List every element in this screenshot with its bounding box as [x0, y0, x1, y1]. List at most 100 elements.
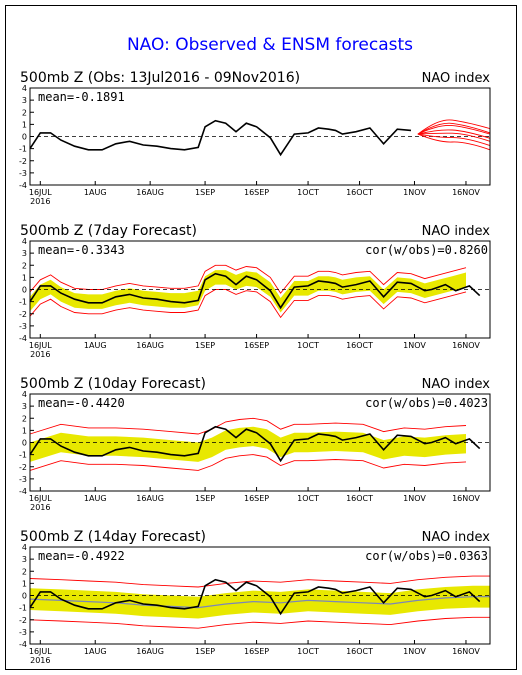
observed-line — [29, 578, 481, 616]
x-tick-label: 16NOV — [452, 647, 480, 656]
x-tick-label: 16AUG — [136, 494, 164, 503]
y-tick-label: 0 — [22, 133, 27, 142]
x-tick-label: 16SEP — [244, 647, 269, 656]
x-tick-label: 16OCT — [346, 494, 373, 503]
spread-band — [30, 270, 466, 313]
cor-text: cor(w/obs)=0.8260 — [365, 243, 488, 257]
x-tick-label: 1OCT — [297, 494, 319, 503]
x-tick-label: 16NOV — [452, 494, 480, 503]
ens-mean-line — [29, 596, 490, 609]
x-tick-label: 16OCT — [346, 647, 373, 656]
y-tick-label: 4 — [22, 543, 27, 552]
x-tick-label: 16NOV — [452, 341, 480, 350]
y-tick-label: -4 — [19, 181, 27, 190]
y-tick-label: 2 — [22, 261, 27, 270]
x-tick-label: 1SEP — [195, 188, 215, 197]
y-tick-label: -1 — [19, 451, 27, 460]
chart-title: NAO: Observed & ENSM forecasts — [127, 35, 413, 55]
x-tick-label: 16JUL — [29, 647, 52, 656]
y-tick-label: 2 — [22, 567, 27, 576]
mean-text: mean=-0.1891 — [38, 90, 125, 104]
x-tick-label: 16SEP — [244, 341, 269, 350]
panel-4: 500mb Z (14day Forecast) NAO index 4 3 2 1 0 -1… — [19, 529, 491, 665]
x-tick-label: 1OCT — [297, 341, 319, 350]
y-tick-label: -4 — [19, 640, 27, 649]
x-tick-label: 16AUG — [136, 647, 164, 656]
observed-line — [29, 272, 481, 310]
observed-line — [29, 119, 412, 157]
x-tick-label: 1OCT — [297, 647, 319, 656]
y-tick-label: 3 — [22, 402, 27, 411]
forecast-member-line — [417, 129, 491, 139]
year-label: 2016 — [30, 656, 50, 665]
y-tick-label: 1 — [22, 426, 27, 435]
x-tick-label: 1SEP — [195, 647, 215, 656]
x-tick-label: 16SEP — [244, 494, 269, 503]
panel-2: 500mb Z (7day Forecast) NAO index 4 3 2 1 0 -1 -… — [19, 223, 491, 359]
y-tick-label: 1 — [22, 579, 27, 588]
index-label: NAO index — [422, 530, 491, 545]
panel-heading: 500mb Z (7day Forecast) — [20, 223, 197, 239]
y-tick-label: -2 — [19, 463, 27, 472]
y-tick-label: -1 — [19, 145, 27, 154]
y-tick-label: 2 — [22, 414, 27, 423]
panel-heading: 500mb Z (14day Forecast) — [20, 529, 206, 545]
lower-envelope-line — [29, 616, 490, 629]
forecast-member-line — [417, 119, 491, 135]
y-tick-label: 3 — [22, 249, 27, 258]
x-tick-label: 16OCT — [346, 188, 373, 197]
year-label: 2016 — [30, 503, 50, 512]
mean-text: mean=-0.4420 — [38, 396, 125, 410]
forecast-member-line — [417, 133, 491, 151]
index-label: NAO index — [422, 224, 491, 239]
y-tick-label: -1 — [19, 298, 27, 307]
y-tick-label: 2 — [22, 108, 27, 117]
forecast-member-line — [417, 125, 491, 135]
index-label: NAO index — [422, 377, 491, 392]
y-tick-label: 0 — [22, 286, 27, 295]
y-tick-label: 4 — [22, 390, 27, 399]
x-tick-label: 16SEP — [244, 188, 269, 197]
forecast-member-line — [417, 132, 491, 142]
y-tick-label: 3 — [22, 96, 27, 105]
x-tick-label: 1AUG — [84, 188, 107, 197]
y-tick-label: -2 — [19, 310, 27, 319]
spread-band — [30, 426, 466, 462]
upper-envelope-line — [29, 417, 467, 435]
x-tick-label: 1OCT — [297, 188, 319, 197]
y-tick-label: -1 — [19, 604, 27, 613]
y-tick-label: 4 — [22, 237, 27, 246]
x-tick-label: 16JUL — [29, 188, 52, 197]
y-tick-label: 3 — [22, 555, 27, 564]
forecast-member-line — [417, 133, 491, 147]
mean-text: mean=-0.4922 — [38, 549, 125, 563]
lower-envelope-line — [29, 454, 467, 471]
upper-envelope-line — [29, 575, 490, 588]
y-tick-label: -4 — [19, 334, 27, 343]
y-tick-label: 0 — [22, 592, 27, 601]
y-tick-label: 1 — [22, 120, 27, 129]
x-tick-label: 1NOV — [403, 494, 426, 503]
panel-heading: 500mb Z (10day Forecast) — [20, 376, 206, 392]
y-tick-label: -3 — [19, 475, 27, 484]
y-tick-label: -2 — [19, 157, 27, 166]
y-tick-label: 0 — [22, 439, 27, 448]
x-tick-label: 16AUG — [136, 188, 164, 197]
y-tick-label: -3 — [19, 322, 27, 331]
x-tick-label: 1NOV — [403, 647, 426, 656]
panel-1: 500mb Z (Obs: 13Jul2016 - 09Nov2016) NAO … — [19, 70, 491, 206]
x-tick-label: 1AUG — [84, 341, 107, 350]
x-tick-label: 1NOV — [403, 188, 426, 197]
x-tick-label: 1AUG — [84, 647, 107, 656]
cor-text: cor(w/obs)=0.4023 — [365, 396, 488, 410]
x-tick-label: 1AUG — [84, 494, 107, 503]
x-tick-label: 1SEP — [195, 494, 215, 503]
index-label: NAO index — [422, 71, 491, 86]
year-label: 2016 — [30, 350, 50, 359]
observed-line — [29, 425, 481, 463]
year-label: 2016 — [30, 197, 50, 206]
x-tick-label: 16JUL — [29, 341, 52, 350]
x-tick-label: 16OCT — [346, 341, 373, 350]
panel-heading: 500mb Z (Obs: 13Jul2016 - 09Nov2016) — [20, 70, 300, 86]
